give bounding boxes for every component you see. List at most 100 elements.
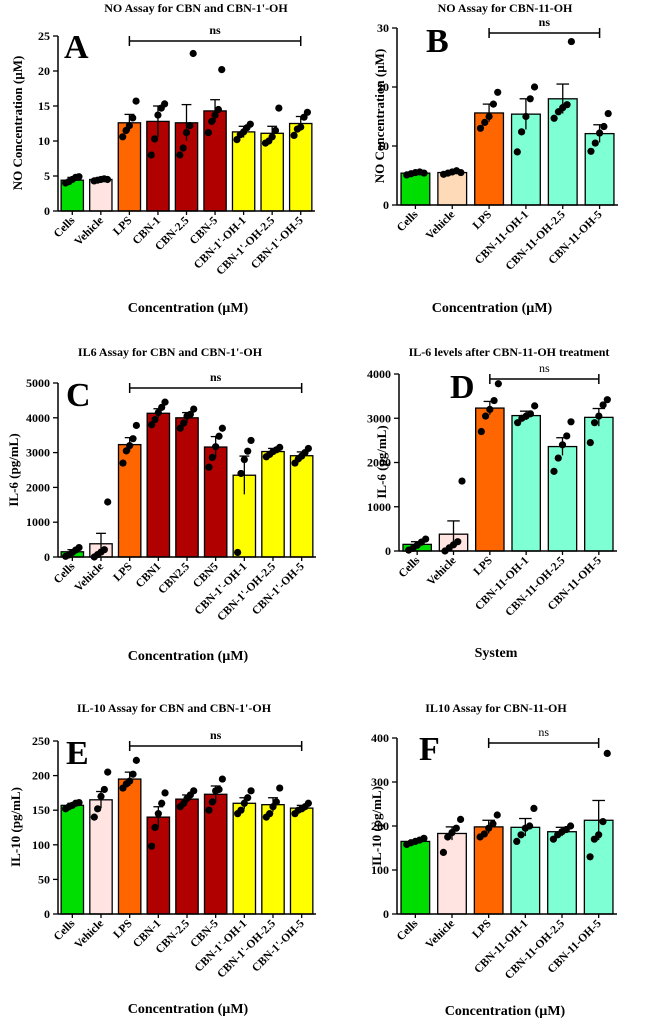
y-tick-label-2: 2000 (26, 480, 50, 494)
data-point-3-2 (154, 408, 162, 417)
data-point-4-2 (558, 441, 567, 449)
data-point-2-0 (119, 133, 127, 141)
data-point-1-4 (104, 498, 112, 506)
data-point-6-0 (234, 548, 242, 557)
y-tick-label-4: 20 (38, 64, 50, 78)
x-tick-label-0: Cells (395, 917, 421, 943)
data-point-3-2 (522, 112, 530, 121)
data-point-5-0 (204, 129, 212, 137)
y-tick-label-1: 1000 (367, 500, 391, 514)
data-point-1-1 (94, 805, 102, 813)
data-point-3-1 (517, 831, 525, 839)
data-point-3-2 (154, 111, 162, 119)
data-point-6-1 (237, 469, 245, 478)
x-axis-label: Concentration (µM) (432, 301, 553, 316)
bar-0 (400, 840, 431, 915)
data-point-2-1 (480, 830, 488, 838)
data-point-6-4 (246, 120, 254, 128)
data-point-5-4 (603, 749, 611, 758)
data-point-1-0 (90, 813, 98, 821)
data-point-0-4 (75, 544, 83, 552)
significance-label: ns (210, 728, 222, 742)
data-point-5-3 (214, 105, 222, 114)
data-point-3-0 (513, 837, 521, 846)
data-point-3-3 (158, 403, 166, 411)
data-point-4-4 (567, 37, 575, 46)
x-tick-label-0: Cells (397, 554, 423, 580)
data-point-5-0 (586, 438, 594, 447)
bar-5 (584, 132, 615, 206)
data-point-8-4 (304, 799, 312, 807)
data-point-0-4 (422, 535, 430, 543)
y-tick-label-5: 25 (38, 29, 50, 43)
data-point-3-0 (147, 151, 155, 159)
y-tick-label-3: 15 (38, 99, 50, 113)
data-point-3-4 (531, 402, 539, 410)
x-tick-label-1: Vehicle (73, 918, 106, 951)
bar-3 (511, 414, 541, 552)
x-tick-label-1: Vehicle (72, 215, 105, 248)
bar-5 (584, 416, 614, 552)
data-point-2-3 (129, 770, 137, 778)
significance-label: ns (209, 23, 221, 37)
data-point-3-3 (526, 822, 534, 830)
panel-letter: E (66, 735, 89, 772)
data-point-8-2 (297, 123, 305, 131)
bar-3 (146, 816, 171, 915)
data-point-1-3 (452, 824, 460, 832)
data-point-5-0 (587, 147, 595, 155)
bar-4 (175, 417, 199, 558)
data-point-5-1 (590, 419, 599, 427)
data-point-5-3 (599, 401, 607, 409)
y-tick-label-3: 30 (377, 21, 389, 35)
data-point-4-4 (567, 418, 575, 426)
data-point-6-1 (237, 806, 245, 814)
data-point-2-4 (132, 421, 140, 430)
data-point-3-4 (161, 100, 169, 108)
x-tick-label-2: LPS (471, 209, 494, 232)
panel-letter: F (419, 731, 440, 768)
data-point-2-2 (126, 442, 134, 450)
bar-2 (117, 778, 142, 915)
x-tick-label-8: CBN-1'-OH-5 (249, 214, 306, 271)
y-tick-label-4: 4000 (367, 367, 391, 381)
data-point-5-3 (599, 818, 607, 826)
y-tick-label-4: 400 (371, 731, 389, 745)
x-axis-label: Concentration (µM) (128, 301, 249, 316)
data-point-4-1 (180, 419, 188, 427)
bar-6 (231, 131, 256, 212)
y-tick-label-3: 3000 (367, 411, 391, 425)
data-point-2-2 (485, 824, 493, 832)
data-point-3-1 (151, 415, 159, 424)
significance-label: ns (538, 725, 549, 739)
x-tick-label-4: CBN2.5 (156, 560, 192, 596)
data-point-1-1 (444, 833, 452, 841)
y-tick-label-3: 3000 (26, 446, 50, 460)
data-point-4-0 (549, 835, 558, 843)
data-point-2-1 (122, 447, 130, 455)
data-point-2-3 (129, 435, 137, 443)
y-axis-label: IL-10 (pg/mL) (8, 787, 23, 867)
y-tick-label-0: 0 (383, 907, 389, 921)
y-tick-label-2: 10 (38, 134, 50, 148)
data-point-7-4 (275, 104, 283, 112)
y-tick-label-0: 0 (44, 204, 50, 218)
data-point-5-4 (604, 109, 612, 118)
data-point-2-2 (126, 777, 134, 785)
data-point-3-1 (151, 135, 159, 143)
chart-panel-c: IL6 Assay for CBN and CBN-1'-OH CellsVehi… (6, 345, 316, 664)
data-point-5-2 (595, 831, 603, 839)
data-point-5-3 (600, 122, 608, 131)
data-point-6-3 (244, 794, 252, 802)
data-point-2-4 (494, 88, 502, 96)
data-point-7-4 (276, 443, 284, 451)
data-point-8-0 (290, 131, 298, 139)
y-tick-label-5: 5000 (26, 376, 50, 390)
data-point-4-0 (176, 151, 184, 159)
data-point-1-4 (458, 477, 466, 485)
y-tick-label-4: 4000 (26, 411, 50, 425)
x-tick-label-0: Cells (52, 560, 78, 586)
data-point-3-1 (151, 823, 159, 832)
chart-title: IL-10 Assay for CBN and CBN-1'-OH (77, 701, 272, 715)
